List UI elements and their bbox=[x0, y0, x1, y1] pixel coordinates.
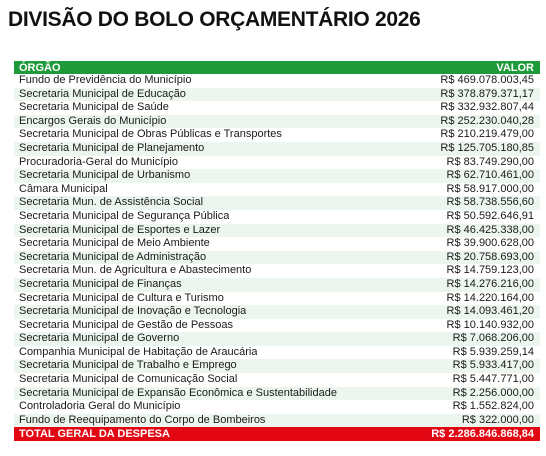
row-value: R$ 14.276.216,00 bbox=[446, 277, 534, 290]
table-row: Câmara Municipal R$ 58.917.000,00 bbox=[14, 182, 540, 197]
row-value: R$ 210.219.479,00 bbox=[440, 128, 534, 141]
table-row: Secretaria Municipal de Administração R$ … bbox=[14, 250, 540, 265]
row-value: R$ 5.933.417,00 bbox=[452, 359, 534, 372]
row-name: Secretaria Municipal de Administração bbox=[19, 250, 207, 263]
row-value: R$ 252.230.040,28 bbox=[440, 114, 534, 127]
row-value: R$ 20.758.693,00 bbox=[446, 250, 534, 263]
row-name: Secretaria Municipal de Obras Públicas e… bbox=[19, 128, 282, 141]
row-name: Secretaria Municipal de Planejamento bbox=[19, 141, 205, 154]
table-row: Secretaria Municipal de Meio Ambiente R$ … bbox=[14, 237, 540, 251]
row-value: R$ 10.140.932,00 bbox=[446, 318, 534, 331]
row-name: Secretaria Mun. de Assistência Social bbox=[19, 196, 204, 209]
row-name: Secretaria Municipal de Meio Ambiente bbox=[19, 237, 210, 250]
table-row: Encargos Gerais do Município R$ 252.230.0… bbox=[14, 114, 540, 129]
budget-table: ÓRGÃO VALOR Fundo de Previdência do Muni… bbox=[14, 61, 540, 442]
row-name: Secretaria Municipal de Urbanismo bbox=[19, 169, 191, 182]
table-row: Secretaria Municipal de Inovação e Tecno… bbox=[14, 305, 540, 319]
row-name: Secretaria Municipal de Gestão de Pessoa… bbox=[19, 318, 234, 331]
row-value: R$ 46.425.338,00 bbox=[446, 223, 534, 236]
row-name: Controladoria Geral do Município bbox=[19, 400, 181, 413]
table-row: Secretaria Municipal de Esportes e Lazer… bbox=[14, 223, 540, 238]
row-name: Secretaria Municipal de Trabalho e Empre… bbox=[19, 359, 237, 372]
row-value: R$ 14.759.123,00 bbox=[446, 264, 534, 277]
total-label: TOTAL GERAL DA DESPESA bbox=[19, 428, 170, 441]
table-row: Secretaria Municipal de Saúde R$ 332.932.… bbox=[14, 101, 540, 115]
table-row: Secretaria Municipal de Segurança Públic… bbox=[14, 209, 540, 224]
page-title: DIVISÃO DO BOLO ORÇAMENTÁRIO 2026 bbox=[8, 8, 421, 31]
row-name: Procuradoria-Geral do Município bbox=[19, 155, 178, 168]
row-name: Companhia Municipal de Habitação de Arau… bbox=[19, 345, 258, 358]
row-name: Secretaria Municipal de Inovação e Tecno… bbox=[19, 305, 247, 318]
row-name: Secretaria Municipal de Educação bbox=[19, 87, 186, 100]
row-name: Fundo de Reequipamento do Corpo de Bombe… bbox=[19, 413, 266, 426]
table-row: Secretaria Municipal de Comunicação Soci… bbox=[14, 373, 540, 387]
row-value: R$ 62.710.461,00 bbox=[446, 169, 534, 182]
total-row: TOTAL GERAL DA DESPESA R$ 2.286.846.868,… bbox=[14, 427, 540, 442]
row-value: R$ 378.879.371,17 bbox=[440, 87, 534, 100]
row-value: R$ 332.932.807,44 bbox=[440, 101, 534, 114]
row-value: R$ 7.068.206,00 bbox=[452, 332, 534, 345]
row-value: R$ 14.093.461,20 bbox=[446, 305, 534, 318]
row-value: R$ 322.000,00 bbox=[461, 413, 534, 426]
table-row: Fundo de Previdência do Município R$ 469.… bbox=[14, 74, 540, 88]
row-name: Secretaria Municipal de Cultura e Turism… bbox=[19, 291, 224, 304]
row-name: Secretaria Municipal de Finanças bbox=[19, 277, 182, 290]
row-name: Secretaria Municipal de Segurança Públic… bbox=[19, 209, 230, 222]
total-value: R$ 2.286.846.868,84 bbox=[431, 428, 534, 441]
table-row: Secretaria Municipal de Finanças R$ 14.27… bbox=[14, 277, 540, 292]
table-row: Secretaria Mun. de Agricultura e Abastec… bbox=[14, 264, 540, 278]
table-row: Secretaria Municipal de Educação R$ 378.8… bbox=[14, 87, 540, 102]
table-row: Controladoria Geral do Município R$ 1.552… bbox=[14, 400, 540, 414]
row-name: Fundo de Previdência do Município bbox=[19, 74, 192, 86]
table-row: Secretaria Municipal de Governo R$ 7.068.… bbox=[14, 332, 540, 346]
row-name: Secretaria Municipal de Esportes e Lazer bbox=[19, 223, 221, 236]
row-value: R$ 14.220.164,00 bbox=[446, 291, 534, 304]
table-row: Procuradoria-Geral do Município R$ 83.749… bbox=[14, 155, 540, 170]
row-value: R$ 125.705.180,85 bbox=[440, 141, 534, 154]
row-value: R$ 50.592.646,91 bbox=[446, 209, 534, 222]
row-name: Câmara Municipal bbox=[19, 182, 108, 195]
table-header: ÓRGÃO VALOR bbox=[14, 61, 540, 74]
row-value: R$ 58.738.556,60 bbox=[446, 196, 534, 209]
row-name: Secretaria Municipal de Comunicação Soci… bbox=[19, 373, 238, 386]
table-row: Secretaria Municipal de Obras Públicas e… bbox=[14, 128, 540, 142]
row-value: R$ 83.749.290,00 bbox=[446, 155, 534, 168]
row-name: Secretaria Municipal de Saúde bbox=[19, 101, 169, 114]
table-row: Fundo de Reequipamento do Corpo de Bombe… bbox=[14, 413, 540, 428]
table-row: Secretaria Municipal de Cultura e Turism… bbox=[14, 291, 540, 306]
row-value: R$ 2.256.000,00 bbox=[452, 386, 534, 399]
table-body: Fundo de Previdência do Município R$ 469.… bbox=[14, 74, 540, 428]
row-name: Secretaria Mun. de Agricultura e Abastec… bbox=[19, 264, 252, 277]
row-name: Secretaria Municipal de Expansão Econômi… bbox=[19, 386, 337, 399]
table-row: Secretaria Municipal de Planejamento R$ 1… bbox=[14, 141, 540, 156]
row-value: R$ 5.447.771,00 bbox=[452, 373, 534, 386]
row-value: R$ 58.917.000,00 bbox=[446, 182, 534, 195]
table-row: Secretaria Municipal de Urbanismo R$ 62.7… bbox=[14, 169, 540, 183]
row-value: R$ 5.939.259,14 bbox=[452, 345, 534, 358]
row-value: R$ 39.900.628,00 bbox=[446, 237, 534, 250]
row-value: R$ 1.552.824,00 bbox=[452, 400, 534, 413]
header-col-value: VALOR bbox=[496, 61, 534, 74]
table-row: Secretaria Municipal de Expansão Econômi… bbox=[14, 386, 540, 401]
row-name: Encargos Gerais do Município bbox=[19, 114, 167, 127]
table-row: Secretaria Municipal de Gestão de Pessoa… bbox=[14, 318, 540, 333]
table-row: Secretaria Municipal de Trabalho e Empre… bbox=[14, 359, 540, 374]
table-row: Secretaria Mun. de Assistência Social R$ … bbox=[14, 196, 540, 210]
header-col-name: ÓRGÃO bbox=[19, 61, 61, 74]
table-row: Companhia Municipal de Habitação de Arau… bbox=[14, 345, 540, 360]
row-value: R$ 469.078.003,45 bbox=[440, 74, 534, 86]
row-name: Secretaria Municipal de Governo bbox=[19, 332, 180, 345]
